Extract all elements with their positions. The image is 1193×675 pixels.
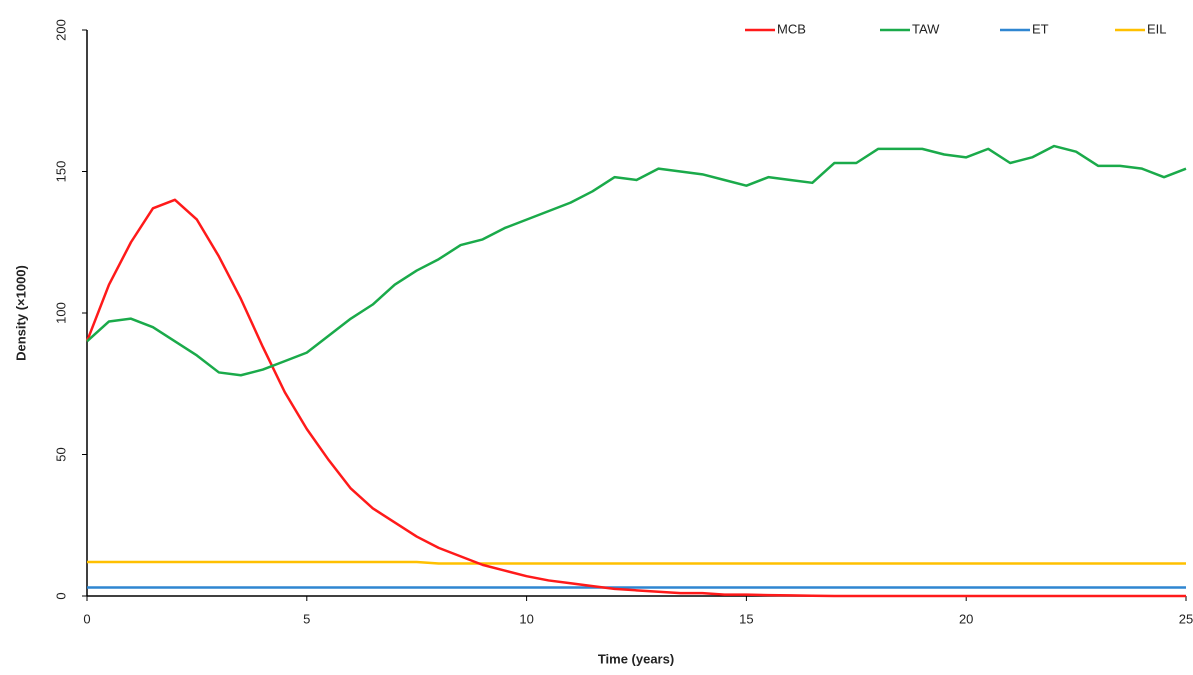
x-tick-label: 10 <box>519 611 533 626</box>
legend-label: EIL <box>1147 21 1167 36</box>
x-tick-label: 15 <box>739 611 753 626</box>
legend-label: ET <box>1032 21 1049 36</box>
y-tick-label: 150 <box>53 161 68 183</box>
x-tick-label: 5 <box>303 611 310 626</box>
x-axis-title: Time (years) <box>598 651 674 666</box>
legend-label: MCB <box>777 21 806 36</box>
y-tick-label: 100 <box>53 302 68 324</box>
series-line <box>87 560 1186 565</box>
y-tick-label: 50 <box>53 447 68 461</box>
y-axis-title: Density (×1000) <box>13 265 28 361</box>
y-tick-label: 0 <box>53 592 68 599</box>
x-tick-label: 20 <box>959 611 973 626</box>
x-tick-label: 25 <box>1179 611 1193 626</box>
legend-label: TAW <box>912 21 940 36</box>
series-line <box>86 144 1187 377</box>
x-tick-label: 0 <box>83 611 90 626</box>
y-tick-label: 200 <box>53 19 68 41</box>
series-line <box>85 198 1186 598</box>
